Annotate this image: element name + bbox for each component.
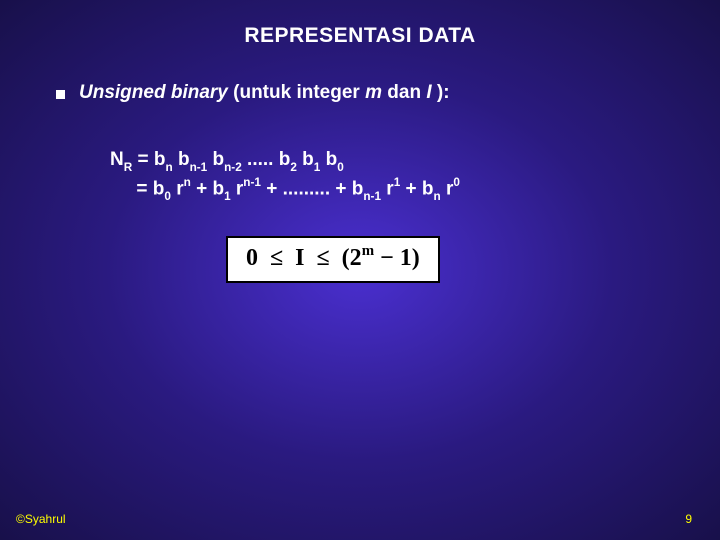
bullet-dan: dan	[382, 82, 426, 103]
bullet-mid: (untuk integer	[228, 82, 365, 103]
bullet-icon	[56, 90, 65, 99]
bullet-italic-1: Unsigned binary	[79, 82, 228, 103]
page-number: 9	[685, 512, 692, 526]
formula-line-2: = b0 rn + b1 rn-1 + ......... + bn-1 r1 …	[110, 175, 690, 204]
bullet-text: Unsigned binary (untuk integer m dan I )…	[79, 82, 450, 104]
slide-title: REPRESENTASI DATA	[0, 24, 720, 48]
bullet-italic-m: m	[365, 82, 382, 103]
formula-block: NR = bn bn-1 bn-2 ..... b2 b1 b0 = b0 rn…	[110, 146, 690, 204]
inequality-box: 0 ≤ I ≤ (2m − 1)	[226, 236, 440, 283]
formula-line-1: NR = bn bn-1 bn-2 ..... b2 b1 b0	[110, 146, 690, 175]
bullet-end: ):	[432, 82, 450, 103]
footer-left: ©Syahrul	[16, 512, 66, 526]
bullet-row: Unsigned binary (untuk integer m dan I )…	[56, 82, 680, 104]
slide: REPRESENTASI DATA Unsigned binary (untuk…	[0, 0, 720, 540]
inequality-text: 0 ≤ I ≤ (2m − 1)	[246, 245, 420, 271]
